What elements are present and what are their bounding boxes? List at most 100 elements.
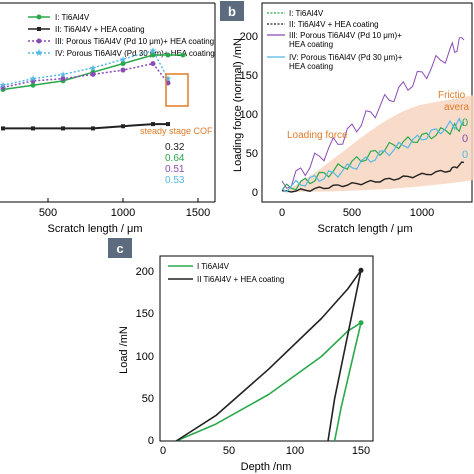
legend-entry: III: Porous Ti6Al4V (Pd 10 μm)+ HEA coat… [55,37,214,46]
legend-entry: IV: Porous Ti6Al4V (Pd 30 μm)+ [289,53,403,62]
legend-entry: I: Ti6Al4V [55,13,90,22]
legend-entry: III: Porous Ti6Al4V (Pd 10 μm)+ [289,31,402,40]
panel-a-curves: ★ ★ ★ ★ ★ ★ ★ [0,46,186,131]
panel-a-data-point [61,126,65,131]
panel-c-x-axis-label: Depth /nm [241,461,292,473]
panel-a-data-point: ★ [59,69,67,79]
panel-a-data-point [166,122,170,127]
panel-c-peak-point [358,267,364,273]
panel-b: b 0 50 100 150 200 Loading force (normal… [220,1,474,235]
panel-a-data-point [120,61,126,67]
panel-a-series-line [2,54,183,91]
panel-b-y-tick: 100 [240,109,258,121]
panel-b-average-label: avera [444,102,469,113]
panel-c: c 0 50 100 150 200 Load /mN 0 50 100 150… [108,238,374,473]
panel-a-data-point [150,61,156,67]
legend-entry: II: Ti6Al4V + HEA coating [55,25,145,34]
panel-a-data-point [121,124,125,129]
legend-marker-circle-icon [36,14,42,20]
legend-marker-square-icon [37,27,41,31]
panel-b-series-line [281,117,465,193]
panel-b-label: b [228,4,236,19]
panel-a-x-tick: 1000 [111,207,135,219]
panel-c-x-tick: 100 [286,445,304,457]
panel-c-y-tick: 0 [148,435,154,447]
panel-b-curves [281,37,465,193]
panel-b-y-tick: 150 [240,70,258,82]
legend-entry: II: Ti6Al4V + HEA coating [289,20,379,29]
panel-c-peak-point [358,320,364,326]
panel-a-data-point: ★ [29,74,37,84]
panel-c-series-line [175,269,362,442]
panel-c-x-tick: 0 [160,445,166,457]
panel-a-data-point: ★ [149,46,157,56]
panel-b-right-value-cyan: 0 [462,149,468,161]
panel-c-y-tick: 200 [136,266,154,278]
panel-c-y-axis-label: Load /mN [118,326,130,374]
legend-entry: IV: Porous Ti6Al4V (Pd 30 μm)+ HEA coati… [55,49,215,58]
panel-a-steady-stage-box [165,73,189,107]
panel-a-data-point [31,126,35,131]
panel-b-y-tick: 200 [240,31,258,43]
panel-b-series-line [281,161,465,193]
cof-value-i: 0.32 [165,142,185,153]
panel-a-x-tick: 500 [39,207,57,219]
panel-a-data-point [180,52,186,58]
panel-c-series-line [175,321,362,442]
legend-entry-continued: HEA coating [289,62,333,71]
panel-a-x-axis-label: Scratch length / μm [48,223,143,235]
panel-c-label-box [108,238,132,258]
panel-a-data-point: ★ [119,54,127,64]
panel-a-data-point [165,52,171,58]
panel-c-y-tick: 150 [136,308,154,320]
cof-value-ii: 0.64 [165,153,185,164]
panel-a-cof-title: steady stage COF [140,126,213,136]
panel-c-y-tick: 50 [142,393,154,405]
panel-a-data-point: ★ [89,63,97,73]
cof-value-iv: 0.53 [165,175,185,186]
panel-a-data-point [0,84,6,90]
panel-a-x-tick: 1500 [186,207,210,219]
panel-b-x-tick: 1000 [410,207,434,219]
panel-c-x-tick: 150 [352,445,370,457]
panel-c-x-tick: 50 [223,445,235,457]
panel-a-data-point: ★ [0,80,7,90]
panel-b-loading-force-area [282,95,474,192]
panel-b-right-value-green: 0 [462,117,468,129]
panel-a-data-point [90,71,96,77]
panel-a-data-point [1,126,5,131]
legend-entry-continued: HEA coating [289,40,333,49]
panel-b-label-box [220,1,244,21]
panel-c-plot-frame [159,255,374,442]
panel-a-data-point [151,122,155,127]
legend-entry: II Ti6Al4V + HEA coating [197,275,284,284]
panel-c-label: c [116,241,123,256]
panel-b-friction-label: Frictio [438,90,466,101]
legend-marker-circle-icon [36,38,42,44]
panel-c-y-tick: 100 [136,351,154,363]
panel-a-data-point: ★ [164,74,172,84]
panel-b-y-axis-label: Loading force (normal) /mN [232,38,244,172]
panel-b-series-line [281,37,465,189]
panel-b-loading-force-label: Loading force [287,130,348,141]
panel-a-series-line [2,62,169,89]
panel-a-data-point [60,76,66,82]
panel-a-data-point [91,126,95,131]
legend-entry: I Ti6Al4V [197,262,230,271]
panel-a-legend: I: Ti6Al4V II: Ti6Al4V + HEA coating III… [28,13,215,59]
panel-a: 500 1000 1500 Scratch length / μm I: Ti6… [0,2,216,235]
cof-value-iii: 0.51 [165,164,185,175]
panel-b-x-tick: 500 [343,207,361,219]
panel-b-x-tick: 0 [279,207,285,219]
panel-b-y-tick: 0 [252,187,258,199]
legend-entry: I: Ti6Al4V [289,9,324,18]
panel-c-legend: I Ti6Al4V II Ti6Al4V + HEA coating [168,262,284,284]
panel-b-x-axis-label: Scratch length / μm [318,223,413,235]
panel-b-right-value-purple: 0 [462,133,468,145]
panel-b-y-tick: 50 [246,148,258,160]
panel-c-curves [175,267,364,442]
legend-marker-star-icon: ★ [35,48,44,59]
panel-b-legend: I: Ti6Al4V II: Ti6Al4V + HEA coating III… [267,9,403,71]
panel-a-data-point [30,82,36,88]
